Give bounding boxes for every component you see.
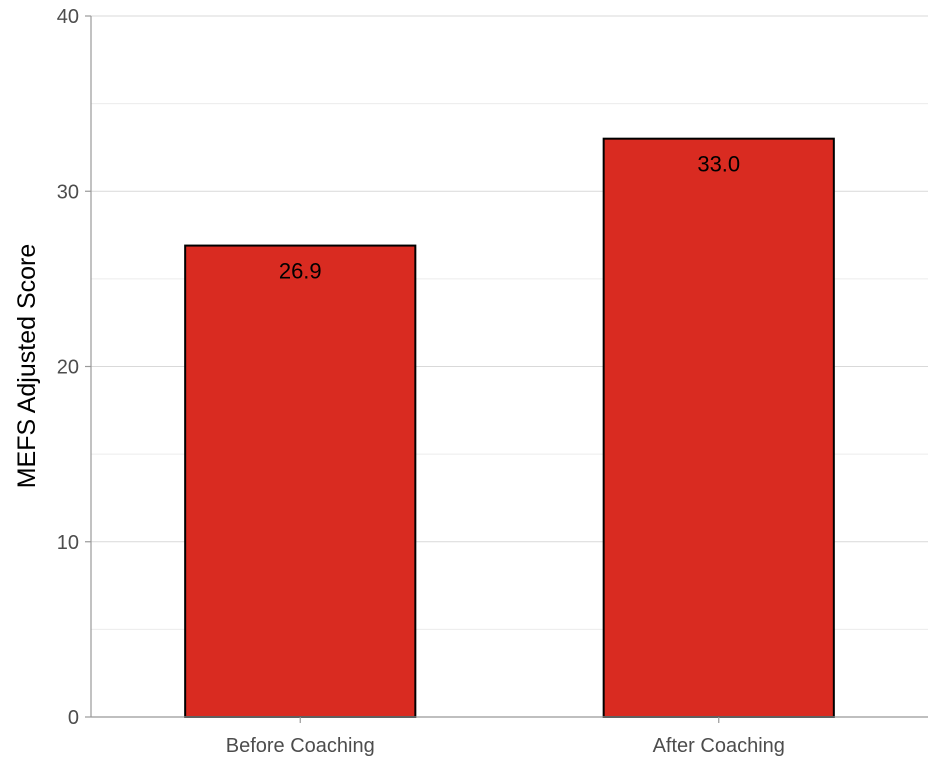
axes: 0 10 20 30 40 Before Coaching After Coaching [57, 6, 928, 757]
bar [184, 244, 417, 718]
bar-value-label: 26.9 [279, 259, 322, 284]
y-tick-label: 0 [68, 707, 79, 729]
bar [602, 137, 835, 719]
y-tick-label: 40 [57, 6, 79, 28]
y-axis-title: MEFS Adjusted Score [13, 244, 41, 489]
x-tick-label: Before Coaching [226, 735, 375, 757]
y-tick-label: 30 [57, 181, 79, 203]
bars [184, 137, 835, 719]
y-tick-label: 10 [57, 532, 79, 554]
y-tick-label: 20 [57, 357, 79, 379]
x-tick-label: After Coaching [653, 735, 785, 757]
bar-value-label: 33.0 [697, 152, 740, 177]
data-labels: 26.9 33.0 [279, 152, 740, 284]
